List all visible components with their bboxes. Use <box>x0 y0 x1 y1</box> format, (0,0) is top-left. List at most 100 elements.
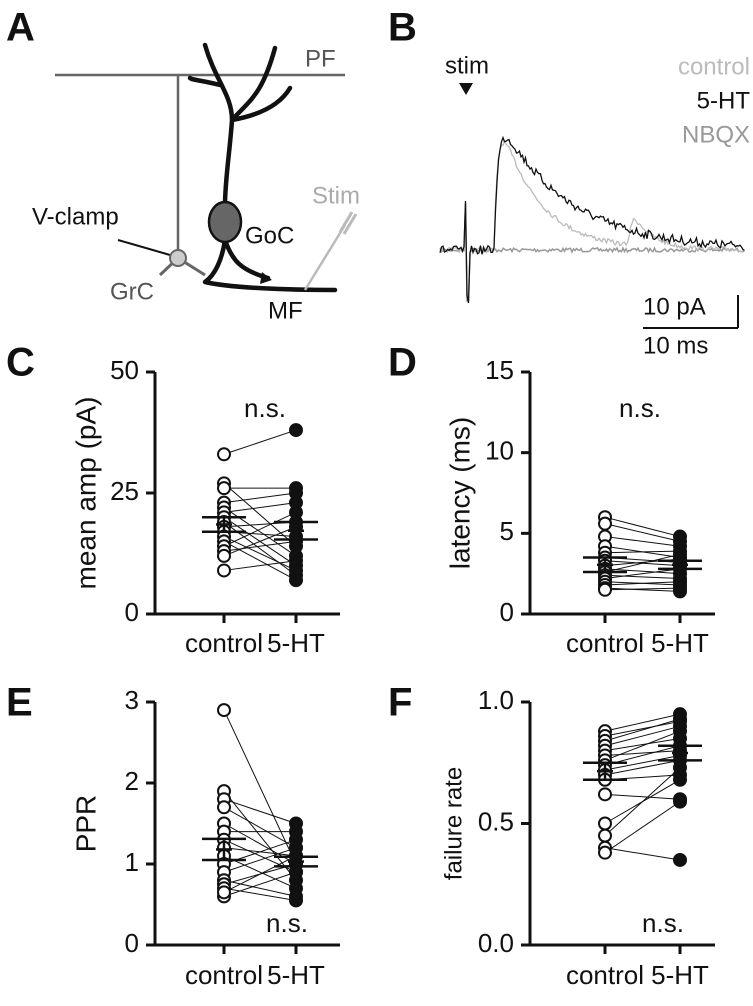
data-point <box>289 865 303 880</box>
pair-line <box>604 730 681 761</box>
panel-label: D <box>388 341 417 385</box>
pair-line <box>223 536 297 571</box>
arrowhead <box>260 272 272 284</box>
panel-label: A <box>6 6 35 50</box>
diagram-label: GoC <box>245 222 294 249</box>
pair-line <box>604 581 681 586</box>
pair-line <box>604 725 681 747</box>
data-point <box>217 703 231 718</box>
pair-line <box>604 720 681 737</box>
trace <box>439 139 745 302</box>
y-tick-label: 1 <box>125 847 139 877</box>
y-tick-label: 0.5 <box>478 806 514 836</box>
data-point <box>673 794 687 809</box>
x-tick-label: 5-HT <box>651 628 709 658</box>
data-point <box>598 828 612 843</box>
data-point <box>217 800 231 815</box>
x-tick-label: 5-HT <box>651 960 709 990</box>
pair-line <box>604 553 681 573</box>
pair-line <box>604 754 681 771</box>
annotation: n.s. <box>619 393 661 423</box>
y-tick-label: 0 <box>125 597 139 627</box>
pair-line <box>223 429 297 455</box>
y-tick-label: 5 <box>500 516 514 546</box>
pair-line <box>604 718 681 742</box>
panel-label: B <box>388 6 417 50</box>
y-tick-label: 0 <box>125 928 139 958</box>
pair-line <box>223 507 297 557</box>
pair-line <box>223 709 297 865</box>
y-tick-label: 25 <box>110 476 139 506</box>
data-point <box>289 423 303 438</box>
data-point <box>217 447 231 462</box>
data-point <box>217 548 231 563</box>
diagram-label: Stim <box>312 182 360 209</box>
pair-line <box>223 847 297 873</box>
diagram-label: MF <box>268 297 303 324</box>
y-axis-label: latency (ms) <box>444 417 475 569</box>
y-tick-label: 50 <box>110 355 139 385</box>
pair-line <box>604 550 681 554</box>
electrode <box>117 239 171 256</box>
goc-dendrites <box>187 42 338 293</box>
legend-entry: control <box>678 53 750 80</box>
diagram-label: GrC <box>110 278 154 305</box>
legend-entry: 5-HT <box>697 87 751 114</box>
pair-line <box>604 536 681 547</box>
trace-panel: stim 10 pA 10 ms control 5-HT NBQX <box>439 52 751 359</box>
y-tick-label: 3 <box>125 685 139 715</box>
pair-line <box>223 540 297 552</box>
x-tick-label: control <box>566 960 644 990</box>
pair-line <box>223 540 297 581</box>
data-point <box>673 760 687 775</box>
legend-entry: NBQX <box>682 121 750 148</box>
pair-line <box>604 759 681 776</box>
stim-electrode <box>303 224 347 291</box>
panel-label: F <box>388 681 412 725</box>
pair-line <box>604 713 681 732</box>
y-axis-label: PPR <box>70 795 101 853</box>
y-axis-label: failure rate <box>440 767 467 880</box>
pair-line <box>604 737 681 752</box>
y-tick-label: 0 <box>500 597 514 627</box>
pair-line <box>223 806 297 849</box>
data-point <box>673 772 687 787</box>
data-point <box>598 816 612 831</box>
y-tick-label: 15 <box>485 355 514 385</box>
y-tick-label: 1.0 <box>478 685 514 715</box>
panel-label: E <box>6 681 33 725</box>
y-tick-label: 0.0 <box>478 928 514 958</box>
pair-line <box>223 887 297 901</box>
y-tick-label: 10 <box>485 436 514 466</box>
goc-soma <box>207 200 243 244</box>
data-point <box>673 852 687 867</box>
trace <box>439 135 745 304</box>
data-point <box>598 845 612 860</box>
stim-tip <box>338 211 358 235</box>
pair-line <box>604 574 681 580</box>
data-point <box>217 481 231 496</box>
x-tick-label: 5-HT <box>267 628 325 658</box>
pair-line <box>223 879 297 897</box>
grc-soma <box>169 249 187 267</box>
data-point <box>673 547 687 562</box>
data-point <box>673 581 687 596</box>
data-point <box>289 505 303 520</box>
pair-line <box>223 492 297 504</box>
pair-line <box>223 560 297 571</box>
diagram-label: V-clamp <box>32 203 119 230</box>
annotation: n.s. <box>244 393 286 423</box>
pair-line <box>604 587 681 592</box>
pair-line <box>223 526 297 557</box>
circuit-diagram: PF V-clamp GoC GrC Stim MF <box>32 42 360 324</box>
panel-label: C <box>6 341 35 385</box>
annotation: n.s. <box>266 908 308 938</box>
pair-line <box>604 847 681 861</box>
x-tick-label: control <box>566 628 644 658</box>
pair-line <box>223 798 297 824</box>
data-point <box>598 582 612 597</box>
data-point <box>289 893 303 908</box>
scalebar-label: 10 pA <box>643 293 706 320</box>
pair-line <box>223 855 297 889</box>
